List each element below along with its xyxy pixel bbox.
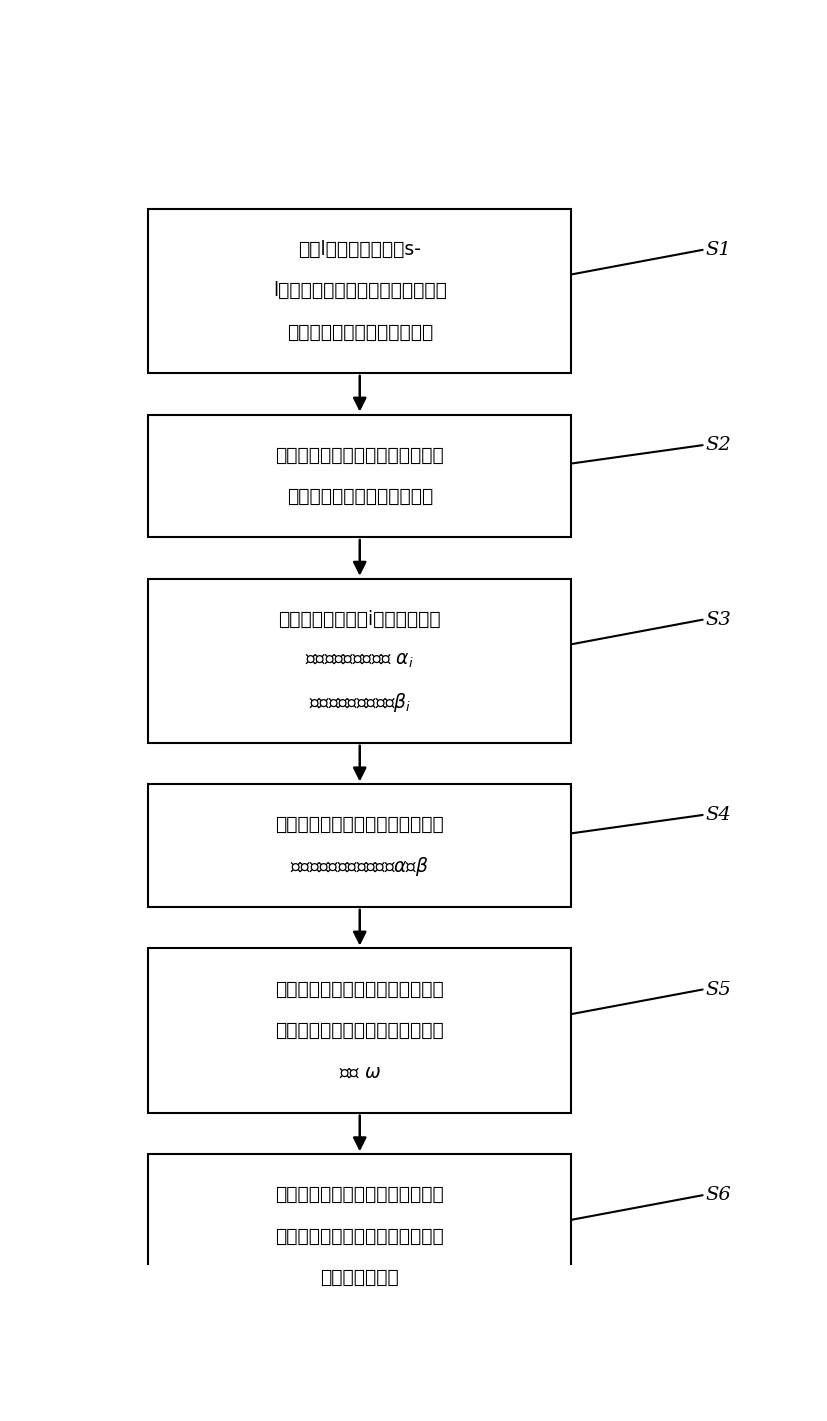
Text: 的模糊评分机制将配电网可靠性指: 的模糊评分机制将配电网可靠性指 xyxy=(275,1226,444,1246)
Text: 指标权系数权重向量得到组合权重: 指标权系数权重向量得到组合权重 xyxy=(275,1022,444,1040)
Text: l种客观赋权法组合成的组合赋权法: l种客观赋权法组合成的组合赋权法 xyxy=(273,281,447,300)
Text: S6: S6 xyxy=(706,1187,732,1204)
Text: 根据组合赋权法中各个赋权法的各: 根据组合赋权法中各个赋权法的各 xyxy=(275,979,444,999)
Text: 和客观权重概率系数$\beta_i$: 和客观权重概率系数$\beta_i$ xyxy=(308,691,411,713)
Text: 向量 $\omega$: 向量 $\omega$ xyxy=(339,1063,380,1081)
Bar xyxy=(148,948,571,1113)
Text: 采用l种主观赋权法和s-: 采用l种主观赋权法和s- xyxy=(299,240,421,259)
Text: S5: S5 xyxy=(706,980,732,999)
Bar xyxy=(148,578,571,743)
Text: 求取组合赋权法中各个赋权法的各: 求取组合赋权法中各个赋权法的各 xyxy=(275,446,444,465)
Text: 通过基于德尔菲法确定模糊典型点: 通过基于德尔菲法确定模糊典型点 xyxy=(275,1185,444,1204)
Text: 指标权系数权重向量的期望值: 指标权系数权重向量的期望值 xyxy=(287,487,433,506)
Text: 采用最小二乘法得出主、客观权重: 采用最小二乘法得出主、客观权重 xyxy=(275,816,444,834)
Bar xyxy=(148,784,571,907)
Text: 通过期望值法对第i个评价指标计: 通过期望值法对第i个评价指标计 xyxy=(279,610,441,628)
Text: S4: S4 xyxy=(706,806,732,824)
Bar xyxy=(148,415,571,537)
Bar xyxy=(148,209,571,372)
Text: 算主观权重概率系数 $\alpha_i$: 算主观权重概率系数 $\alpha_i$ xyxy=(305,651,414,671)
Text: 对配电网可靠性指标进行赋权: 对配电网可靠性指标进行赋权 xyxy=(287,323,433,342)
Text: 在组合权重中的概率系数$\alpha$、$\beta$: 在组合权重中的概率系数$\alpha$、$\beta$ xyxy=(290,855,429,878)
Text: S2: S2 xyxy=(706,436,732,455)
Text: S1: S1 xyxy=(706,240,732,259)
Text: S3: S3 xyxy=(706,611,732,628)
Bar xyxy=(148,1154,571,1319)
Text: 标数据量化评分: 标数据量化评分 xyxy=(320,1269,399,1287)
